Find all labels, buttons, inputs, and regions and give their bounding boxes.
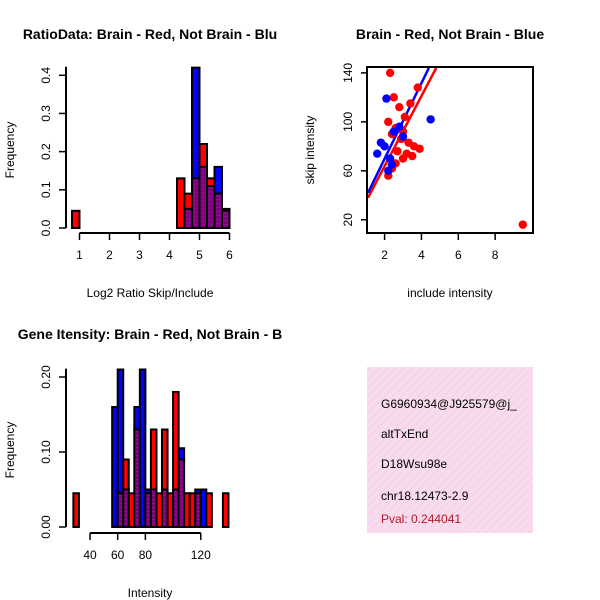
pval-text: Pval: 0.244041 bbox=[381, 512, 461, 526]
not-brain-bar bbox=[191, 66, 201, 180]
brain-bar bbox=[183, 192, 193, 210]
not-brain-point bbox=[426, 115, 435, 124]
overlap-bar bbox=[198, 165, 208, 229]
y-tick-label: 140 bbox=[341, 63, 355, 83]
x-tick-label: 2 bbox=[106, 248, 113, 262]
y-tick-label: 20 bbox=[341, 213, 355, 227]
x-tick-label: 6 bbox=[455, 248, 462, 262]
brain-bar bbox=[221, 492, 230, 528]
brain-bar bbox=[122, 458, 130, 491]
overlap-bar bbox=[213, 192, 223, 230]
not-brain-bar bbox=[138, 368, 147, 528]
brain-bar bbox=[149, 428, 158, 491]
y-tick-label: 0.10 bbox=[39, 440, 53, 464]
intensity-histogram-title: Gene Itensity: Brain - Red, Not Brain - … bbox=[18, 326, 282, 342]
x-tick-label: 1 bbox=[76, 248, 83, 262]
brain-bar bbox=[205, 492, 213, 528]
brain-point bbox=[389, 93, 398, 102]
not-brain-bar bbox=[177, 447, 186, 461]
brain-bar bbox=[72, 492, 80, 528]
brain-point bbox=[413, 83, 422, 92]
event-type-text: altTxEnd bbox=[381, 427, 428, 441]
y-tick-label: 0.3 bbox=[39, 105, 53, 122]
scatter-title: Brain - Red, Not Brain - Blue bbox=[356, 26, 544, 42]
y-tick-label: 0.2 bbox=[39, 143, 53, 160]
x-tick-label: 60 bbox=[111, 548, 125, 562]
scatter-plot-box bbox=[366, 66, 534, 234]
brain-bar bbox=[176, 177, 186, 229]
y-tick-label: 60 bbox=[341, 164, 355, 178]
gene-name-text: D18Wsu98e bbox=[381, 457, 447, 471]
x-tick-label: 3 bbox=[136, 248, 143, 262]
x-tick-label: 4 bbox=[418, 248, 425, 262]
scatter-panel: Brain - Red, Not Brain - Blue 20 60 100 140… bbox=[303, 26, 544, 300]
scatter-ylabel: skip intensity bbox=[303, 116, 317, 185]
y-tick-label: 0.0 bbox=[39, 219, 53, 236]
not-brain-point bbox=[384, 166, 393, 176]
brain-point bbox=[408, 151, 417, 161]
not-brain-point bbox=[380, 142, 389, 151]
x-tick-label: 2 bbox=[381, 248, 388, 262]
not-brain-point bbox=[395, 122, 404, 131]
not-brain-point bbox=[389, 127, 398, 136]
brain-point bbox=[398, 154, 408, 163]
not-brain-point bbox=[398, 132, 408, 141]
location-text: chr18.12473-2.9 bbox=[381, 489, 469, 503]
brain-bar bbox=[206, 177, 216, 187]
brain-point bbox=[400, 112, 410, 122]
brain-point bbox=[415, 144, 424, 153]
not-brain-point bbox=[382, 94, 391, 103]
x-tick-label: 80 bbox=[139, 548, 153, 562]
overlap-bar bbox=[183, 207, 193, 229]
overlap-bar bbox=[221, 209, 231, 229]
info-panel-background bbox=[367, 367, 533, 533]
x-tick-label: 4 bbox=[166, 248, 173, 262]
intensity-histogram-ylabel: Frequency bbox=[3, 422, 17, 479]
y-tick-label: 0.1 bbox=[39, 181, 53, 198]
x-tick-label: 120 bbox=[191, 548, 211, 562]
brain-bar bbox=[198, 143, 208, 168]
info-panel: G6960934@J925579@j_ altTxEnd D18Wsu98e c… bbox=[367, 367, 533, 533]
brain-point bbox=[384, 117, 393, 127]
not-brain-point bbox=[373, 149, 382, 158]
y-tick-label: 100 bbox=[341, 112, 355, 132]
intensity-histogram-xlabel: Intensity bbox=[128, 586, 173, 600]
x-tick-label: 40 bbox=[83, 548, 97, 562]
ratio-histogram-title: RatioData: Brain - Red, Not Brain - Blu bbox=[23, 26, 277, 42]
scatter-xlabel: include intensity bbox=[407, 286, 492, 300]
brain-bar bbox=[161, 428, 169, 491]
x-tick-label: 5 bbox=[196, 248, 203, 262]
y-tick-label: 0.00 bbox=[39, 515, 53, 539]
probe-id-text: G6960934@J925579@j_ bbox=[381, 397, 517, 411]
brain-bar bbox=[71, 209, 81, 229]
x-tick-label: 8 bbox=[492, 248, 499, 262]
intensity-histogram-panel: Gene Itensity: Brain - Red, Not Brain - … bbox=[3, 326, 282, 600]
x-tick-label: 6 bbox=[226, 248, 233, 262]
not-brain-bar bbox=[213, 165, 223, 195]
ratio-histogram-ylabel: Frequency bbox=[3, 122, 17, 179]
brain-point bbox=[385, 68, 395, 78]
brain-point bbox=[406, 99, 415, 108]
ratio-histogram-panel: RatioData: Brain - Red, Not Brain - Blu … bbox=[3, 26, 277, 300]
not-brain-point bbox=[387, 160, 397, 169]
y-tick-label: 0.4 bbox=[39, 67, 53, 84]
y-tick-label: 0.20 bbox=[39, 365, 53, 389]
brain-point bbox=[393, 147, 402, 156]
brain-point bbox=[518, 220, 527, 229]
ratio-histogram-xlabel: Log2 Ratio Skip/Include bbox=[87, 286, 214, 300]
brain-point bbox=[395, 102, 404, 112]
